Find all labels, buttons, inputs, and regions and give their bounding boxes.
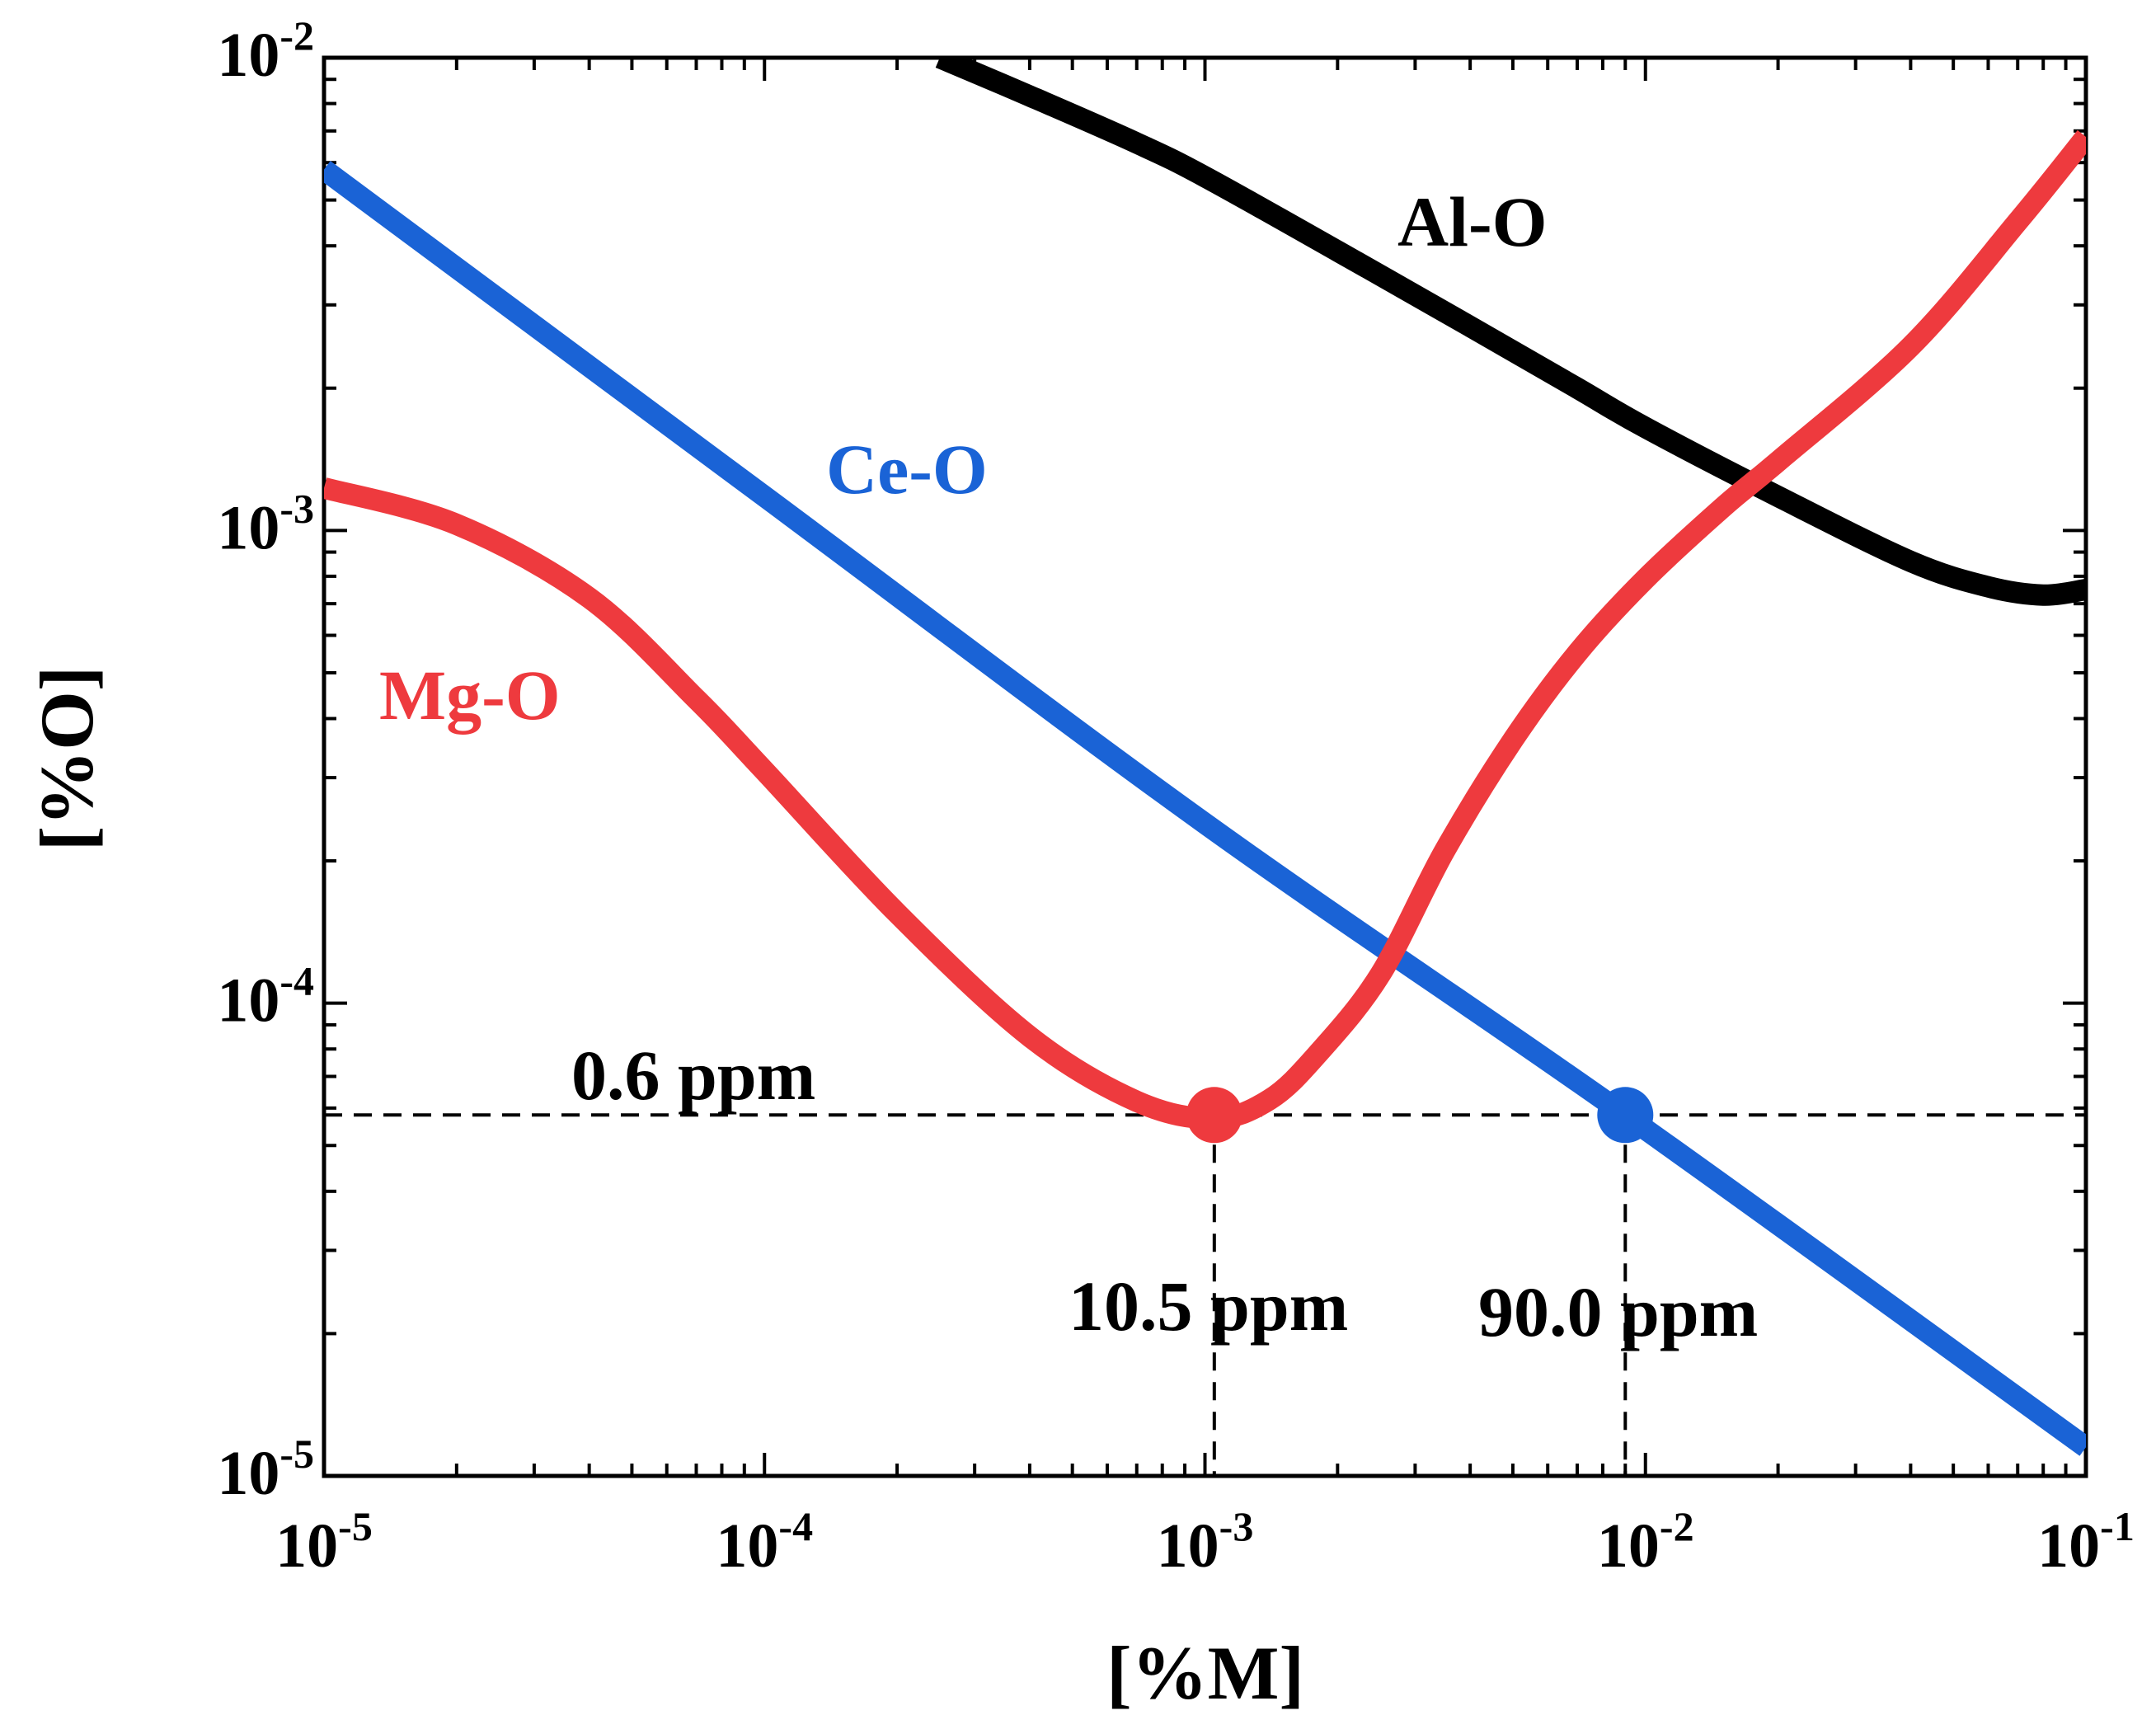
annotation-x-ce: 90.0 ppm (1478, 1272, 1758, 1351)
intersection-markers (1186, 1087, 1654, 1144)
reference-lines (324, 1113, 2086, 1476)
x-tick-label: 10-2 (1597, 1503, 1694, 1581)
x-tick-label: 10-4 (716, 1503, 813, 1581)
y-tick-label: 10-5 (217, 1431, 314, 1508)
y-axis-title: [%O] (25, 666, 109, 852)
series-label-al-o: Al-O (1397, 182, 1548, 261)
x-tick-label: 10-3 (1157, 1503, 1254, 1581)
y-tick-label: 10-4 (217, 958, 314, 1036)
series-label-ce-o: Ce-O (826, 430, 988, 509)
intersection-marker (1597, 1087, 1654, 1144)
axis-ticks: 10-5 10-4 10-3 10-2 10-1 10-5 10-4 10-3 10-2 (217, 12, 2134, 1581)
series-line-mg-o (324, 129, 2086, 1130)
annotation-x-mg: 10.5 ppm (1069, 1266, 1348, 1346)
series-line-ce-o (324, 161, 2086, 1456)
y-tick-label: 10-3 (217, 485, 314, 562)
y-tick-label: 10-2 (217, 12, 314, 90)
series-label-mg-o: Mg-O (379, 656, 561, 735)
x-axis-title: [%M] (1106, 1631, 1304, 1715)
x-tick-label: 10-1 (2037, 1503, 2135, 1581)
series-line-al-o (935, 58, 2086, 606)
series-lines (324, 58, 2086, 1456)
intersection-marker (1186, 1087, 1242, 1144)
annotation-y-value: 0.6 ppm (571, 1036, 815, 1115)
x-tick-label: 10-5 (275, 1503, 373, 1581)
